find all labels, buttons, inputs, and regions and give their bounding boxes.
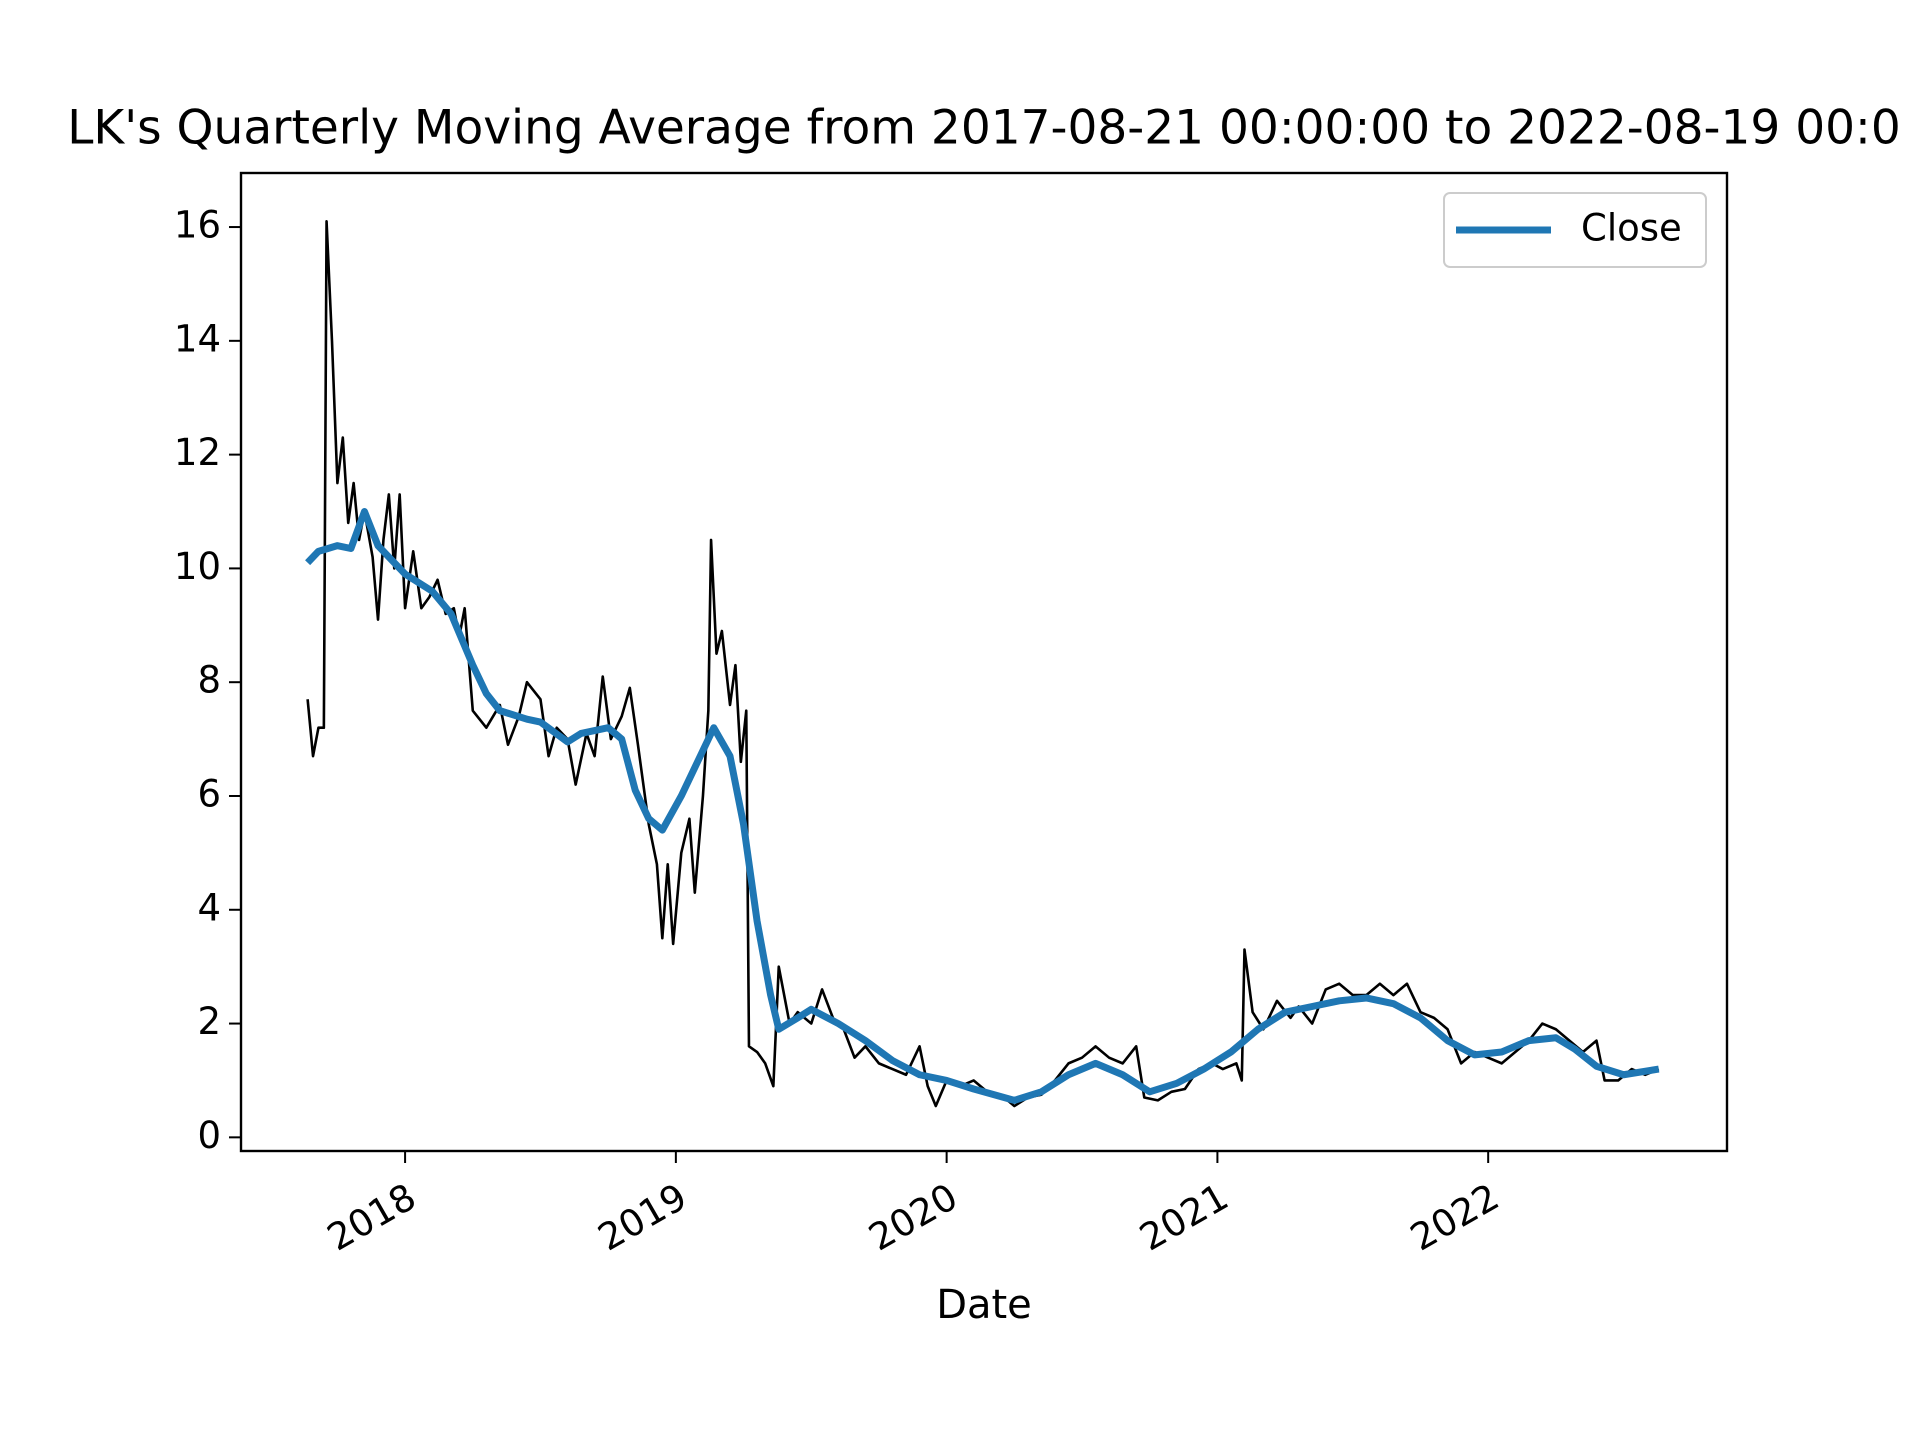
y-tick-label: 14 [174,317,221,360]
series-line [305,508,1660,1104]
y-tick-label: 2 [197,1000,221,1043]
y-tick-label: 16 [174,204,221,247]
series-line [306,220,1660,1108]
y-tick-label: 10 [174,545,221,588]
x-tick-label: 2020 [862,1175,965,1259]
chart-title: LK's Quarterly Moving Average from 2017-… [67,101,1901,156]
x-tick-label: 2022 [1403,1175,1506,1259]
y-tick-label: 12 [174,431,221,474]
x-tick-label: 2021 [1132,1175,1235,1259]
y-tick-label: 4 [197,886,221,929]
x-tick-label: 2018 [320,1175,423,1259]
x-axis-label: Date [936,1282,1032,1328]
plot-frame [239,171,1729,1153]
legend-label: Close [1581,207,1682,250]
x-tick-label: 2019 [591,1175,694,1259]
y-tick-label: 6 [197,772,221,815]
legend-box [1443,192,1707,268]
y-tick-label: 8 [197,659,221,702]
y-tick-label: 0 [197,1114,221,1157]
